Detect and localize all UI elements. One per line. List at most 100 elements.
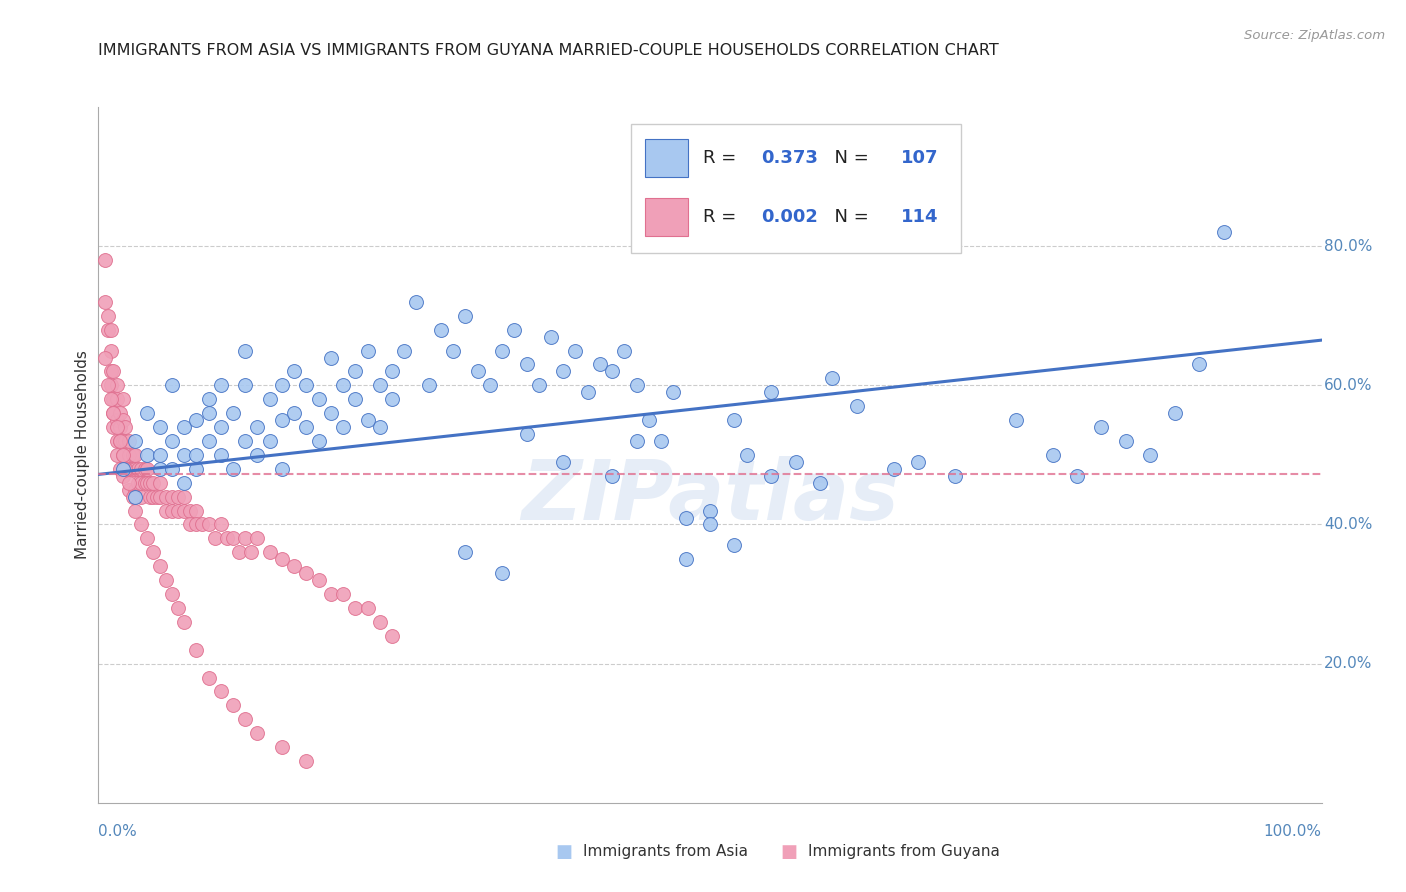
Point bbox=[167, 490, 190, 504]
Point bbox=[114, 462, 136, 476]
Point bbox=[1090, 420, 1112, 434]
Point bbox=[540, 329, 562, 343]
Point bbox=[1066, 468, 1088, 483]
Point bbox=[197, 406, 219, 420]
Point bbox=[136, 532, 159, 546]
Point bbox=[209, 420, 232, 434]
Text: 40.0%: 40.0% bbox=[1324, 517, 1372, 532]
Point bbox=[735, 448, 758, 462]
Point bbox=[295, 566, 318, 581]
Text: 114: 114 bbox=[901, 208, 938, 226]
Point bbox=[430, 323, 453, 337]
Point bbox=[246, 420, 269, 434]
Point bbox=[478, 378, 501, 392]
Point bbox=[110, 406, 132, 420]
Point bbox=[142, 475, 165, 490]
Point bbox=[1139, 448, 1161, 462]
Text: Immigrants from Asia: Immigrants from Asia bbox=[583, 845, 748, 859]
Point bbox=[105, 434, 128, 448]
Point bbox=[97, 378, 120, 392]
Point bbox=[173, 503, 195, 517]
Point bbox=[662, 385, 685, 400]
Point bbox=[675, 510, 697, 524]
Text: IMMIGRANTS FROM ASIA VS IMMIGRANTS FROM GUYANA MARRIED-COUPLE HOUSEHOLDS CORRELA: IMMIGRANTS FROM ASIA VS IMMIGRANTS FROM … bbox=[98, 43, 1000, 58]
Point bbox=[785, 455, 807, 469]
Point bbox=[1212, 225, 1234, 239]
Text: Immigrants from Guyana: Immigrants from Guyana bbox=[808, 845, 1000, 859]
Point bbox=[134, 462, 156, 476]
Point bbox=[101, 406, 124, 420]
Point bbox=[228, 545, 250, 559]
Point bbox=[441, 343, 464, 358]
Point bbox=[319, 587, 342, 601]
Point bbox=[600, 364, 623, 378]
Point bbox=[344, 601, 367, 615]
Point bbox=[127, 475, 149, 490]
Point bbox=[222, 698, 245, 713]
Point bbox=[699, 517, 721, 532]
Point bbox=[101, 406, 124, 420]
Point bbox=[233, 532, 256, 546]
Point bbox=[149, 475, 172, 490]
Point bbox=[246, 726, 269, 740]
Point bbox=[515, 358, 537, 372]
Text: 0.002: 0.002 bbox=[762, 208, 818, 226]
Point bbox=[173, 490, 195, 504]
Point bbox=[93, 294, 115, 309]
Point bbox=[821, 371, 844, 385]
Point bbox=[155, 490, 177, 504]
Point bbox=[600, 468, 623, 483]
Point bbox=[675, 552, 697, 566]
Point bbox=[160, 587, 183, 601]
Point bbox=[943, 468, 966, 483]
Text: 107: 107 bbox=[901, 149, 938, 167]
FancyBboxPatch shape bbox=[630, 124, 960, 253]
Point bbox=[1115, 434, 1137, 448]
Text: ZIPatlas: ZIPatlas bbox=[522, 456, 898, 537]
Point bbox=[515, 427, 537, 442]
Point bbox=[319, 351, 342, 365]
Point bbox=[160, 503, 183, 517]
Point bbox=[105, 392, 128, 407]
Point bbox=[149, 559, 172, 574]
Point bbox=[142, 545, 165, 559]
Point bbox=[246, 448, 269, 462]
Point bbox=[283, 559, 305, 574]
Point bbox=[114, 420, 136, 434]
Point bbox=[215, 532, 238, 546]
Point bbox=[93, 253, 115, 268]
Point bbox=[308, 434, 330, 448]
Point bbox=[613, 343, 636, 358]
Point bbox=[105, 413, 128, 427]
Point bbox=[233, 434, 256, 448]
Point bbox=[111, 434, 134, 448]
Point bbox=[270, 378, 294, 392]
Point bbox=[356, 413, 378, 427]
Point bbox=[160, 378, 183, 392]
Point bbox=[270, 552, 294, 566]
Point bbox=[344, 392, 367, 407]
Point bbox=[121, 448, 143, 462]
Point bbox=[118, 475, 141, 490]
Point bbox=[134, 475, 156, 490]
Point bbox=[240, 545, 263, 559]
Point bbox=[332, 420, 354, 434]
Point bbox=[101, 420, 124, 434]
Text: N =: N = bbox=[823, 208, 875, 226]
Point bbox=[283, 406, 305, 420]
Point bbox=[93, 351, 115, 365]
Text: 0.0%: 0.0% bbox=[98, 823, 138, 838]
Point bbox=[136, 475, 159, 490]
Point bbox=[149, 420, 172, 434]
Point bbox=[204, 532, 226, 546]
Point bbox=[167, 503, 190, 517]
Point bbox=[209, 378, 232, 392]
Point bbox=[246, 532, 269, 546]
Point bbox=[101, 364, 124, 378]
Point bbox=[283, 364, 305, 378]
Point bbox=[100, 343, 122, 358]
Point bbox=[454, 545, 477, 559]
Point bbox=[139, 475, 162, 490]
Point bbox=[270, 740, 294, 755]
Point bbox=[179, 503, 201, 517]
